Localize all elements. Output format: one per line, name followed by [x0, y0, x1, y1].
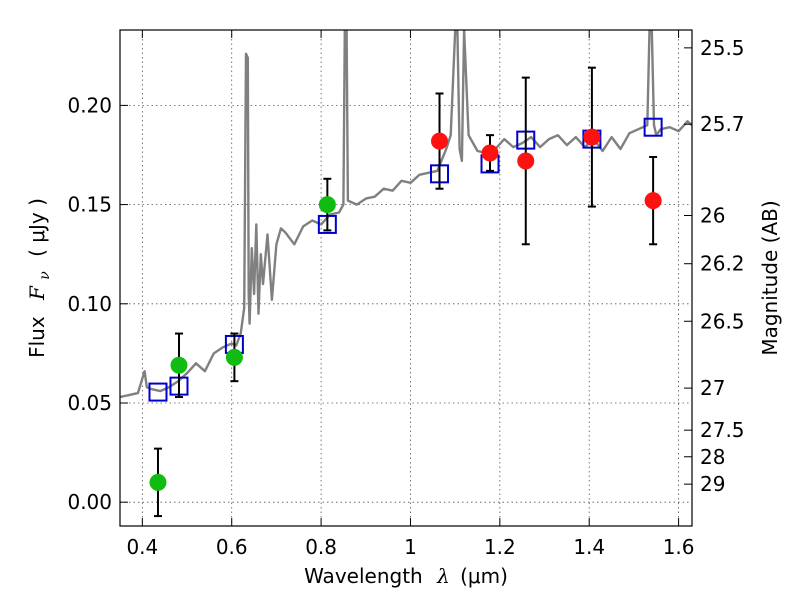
mag-tick-label: 27.5	[700, 418, 745, 442]
marker-layer	[148, 66, 663, 518]
mag-tick-label: 29	[700, 472, 725, 496]
y-axis-label-subscript: ν	[37, 271, 53, 280]
y2-axis-label: Magnitude (AB)	[758, 200, 782, 355]
tick-layer: 0.4 0.6 0.8 1 1.2 1.4 1.6 0.00 0.05 0.10 0.15 0.20 2…	[67, 30, 745, 559]
grid-lines	[120, 30, 692, 526]
photometry-point	[481, 144, 499, 162]
synthetic-square-marker	[148, 382, 168, 402]
mag-tick-label: 25.5	[700, 36, 745, 60]
x-tick-label: 1.4	[573, 535, 605, 559]
mag-tick-label: 28	[700, 445, 725, 469]
y-tick-label: 0.00	[67, 490, 112, 514]
x-tick-label: 1	[404, 535, 417, 559]
y-tick-label: 0.10	[67, 292, 112, 316]
photometry-point	[431, 132, 449, 150]
y-axis-label: Flux F ν ( μJy )	[25, 198, 54, 358]
mag-tick-label: 27	[700, 376, 725, 400]
y-axis-label-text: Flux	[25, 316, 49, 358]
photometry-point	[149, 473, 167, 491]
x-axis-label-unit: (μm)	[460, 564, 508, 588]
x-axis-label-text: Wavelength	[304, 564, 423, 588]
synthetic-square-marker	[643, 117, 663, 137]
mag-tick-label: 26	[700, 204, 725, 228]
y-tick-label: 0.15	[67, 193, 112, 217]
x-tick-label: 0.4	[126, 535, 158, 559]
y-axis-label-symbol: F	[25, 285, 49, 301]
mag-tick-label: 25.7	[700, 112, 745, 136]
y-axis-label-unit: ( μJy )	[25, 198, 49, 257]
photometry-point	[225, 348, 243, 366]
x-tick-label: 0.6	[216, 535, 248, 559]
photometry-point	[583, 128, 601, 146]
plot-frame	[119, 29, 693, 527]
mag-tick-label: 26.5	[700, 309, 745, 333]
y-tick-label: 0.20	[67, 93, 112, 117]
x-axis-label-symbol: λ	[436, 564, 450, 588]
x-axis-label: Wavelength λ (μm)	[304, 564, 508, 588]
photometry-point	[170, 356, 188, 374]
x-tick-label: 0.8	[305, 535, 337, 559]
mag-tick-label: 26.2	[700, 252, 745, 276]
photometry-point	[517, 152, 535, 170]
plot-background	[120, 30, 692, 526]
x-tick-label: 1.2	[484, 535, 516, 559]
photometry-point	[318, 196, 336, 214]
photometry-point	[644, 192, 662, 210]
y-tick-label: 0.05	[67, 391, 112, 415]
x-tick-label: 1.6	[663, 535, 695, 559]
